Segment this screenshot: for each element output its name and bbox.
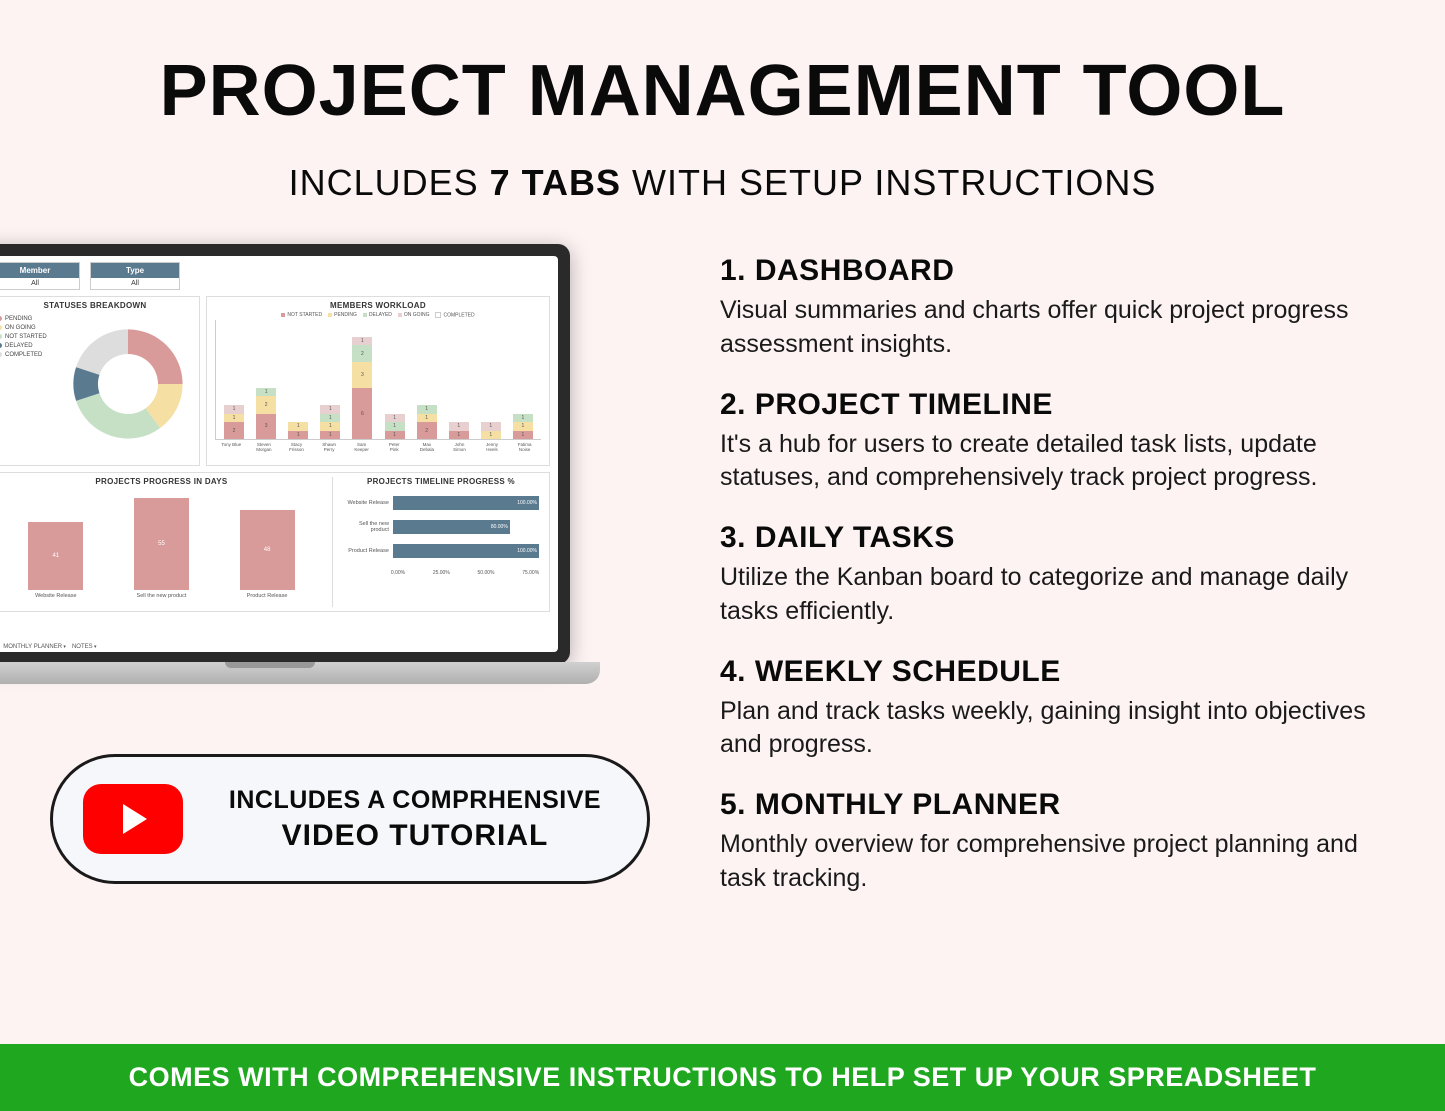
- video-tutorial-pill: INCLUDES A COMPRHENSIVE VIDEO TUTORIAL: [50, 754, 650, 884]
- filter-type: Type All: [90, 262, 180, 290]
- workload-xlabels: Tony BlueSteven MorganStacy FrissonShawn…: [215, 442, 541, 452]
- footer-banner: COMES WITH COMPREHENSIVE INSTRUCTIONS TO…: [0, 1044, 1445, 1111]
- video-text: INCLUDES A COMPRHENSIVE VIDEO TUTORIAL: [213, 786, 617, 853]
- progress-days-card: PROJECTS PROGRESS IN DAYS 415548 Website…: [0, 472, 550, 612]
- legend-notstarted: NOT STARTED: [0, 333, 47, 342]
- timeline-pct-title: PROJECTS TIMELINE PROGRESS %: [337, 477, 545, 486]
- feature-3-desc: Utilize the Kanban board to categorize a…: [720, 561, 1385, 629]
- subtitle: INCLUDES 7 TABS WITH SETUP INSTRUCTIONS: [0, 162, 1445, 204]
- youtube-icon: [83, 784, 183, 854]
- filter-member: Member All: [0, 262, 80, 290]
- donut-title: STATUSES BREAKDOWN: [0, 301, 195, 310]
- filter-member-label: Member: [0, 263, 79, 278]
- workload-chart: 21132111111163211112111111111: [215, 320, 541, 440]
- content-row: Member All Type All STATUSES BREAKDOWN: [0, 244, 1445, 922]
- subtitle-bold: 7 TABS: [490, 162, 621, 203]
- dashboard-grid: STATUSES BREAKDOWN PENDING ON GOING NOT …: [0, 296, 558, 616]
- feature-2-title: 2. PROJECT TIMELINE: [720, 388, 1385, 422]
- laptop-mockup: Member All Type All STATUSES BREAKDOWN: [0, 244, 590, 704]
- legend-pending: PENDING: [0, 315, 47, 324]
- feature-2: 2. PROJECT TIMELINE It's a hub for users…: [720, 388, 1385, 496]
- dashboard-sheet-tabs: LE MONTHLY PLANNER NOTES: [0, 644, 97, 650]
- filter-type-label: Type: [91, 263, 179, 278]
- legend-delayed: DELAYED: [0, 342, 47, 351]
- feature-4: 4. WEEKLY SCHEDULE Plan and track tasks …: [720, 655, 1385, 763]
- legend-ongoing: ON GOING: [0, 324, 47, 333]
- feature-1-title: 1. DASHBOARD: [720, 254, 1385, 288]
- feature-1-desc: Visual summaries and charts offer quick …: [720, 294, 1385, 362]
- workload-card: MEMBERS WORKLOAD NOT STARTED PENDING DEL…: [206, 296, 550, 466]
- progress-days-chart: 415548: [3, 490, 320, 590]
- feature-5: 5. MONTHLY PLANNER Monthly overview for …: [720, 788, 1385, 896]
- filter-member-value: All: [0, 278, 79, 289]
- donut-legend: PENDING ON GOING NOT STARTED DELAYED COM…: [0, 315, 47, 360]
- donut-card: STATUSES BREAKDOWN PENDING ON GOING NOT …: [0, 296, 200, 466]
- sheet-tab-1: MONTHLY PLANNER: [3, 644, 66, 650]
- filter-type-value: All: [91, 278, 179, 289]
- timeline-pct-chart: Website Release100.00%Sell the new produ…: [337, 488, 545, 570]
- feature-1: 1. DASHBOARD Visual summaries and charts…: [720, 254, 1385, 362]
- left-column: Member All Type All STATUSES BREAKDOWN: [0, 244, 680, 922]
- progress-days-xlabels: Website ReleaseSell the new productProdu…: [3, 593, 320, 599]
- feature-2-desc: It's a hub for users to create detailed …: [720, 428, 1385, 496]
- right-column: 1. DASHBOARD Visual summaries and charts…: [680, 244, 1445, 922]
- workload-title: MEMBERS WORKLOAD: [211, 301, 545, 310]
- feature-5-desc: Monthly overview for comprehensive proje…: [720, 828, 1385, 896]
- laptop-base: [0, 662, 600, 684]
- main-title: PROJECT MANAGEMENT TOOL: [0, 0, 1445, 132]
- donut-chart: [63, 319, 193, 449]
- laptop-screen-bezel: Member All Type All STATUSES BREAKDOWN: [0, 244, 570, 664]
- feature-3: 3. DAILY TASKS Utilize the Kanban board …: [720, 521, 1385, 629]
- laptop-display: Member All Type All STATUSES BREAKDOWN: [0, 256, 558, 652]
- subtitle-pre: INCLUDES: [289, 162, 490, 203]
- progress-days-title: PROJECTS PROGRESS IN DAYS: [0, 477, 328, 486]
- legend-completed: COMPLETED: [0, 351, 47, 360]
- feature-4-desc: Plan and track tasks weekly, gaining ins…: [720, 695, 1385, 763]
- subtitle-post: WITH SETUP INSTRUCTIONS: [621, 162, 1156, 203]
- feature-5-title: 5. MONTHLY PLANNER: [720, 788, 1385, 822]
- video-line1: INCLUDES A COMPRHENSIVE: [213, 786, 617, 815]
- wl-ns: NOT STARTED: [281, 312, 322, 318]
- wl-pe: PENDING: [328, 312, 357, 318]
- wl-de: DELAYED: [363, 312, 392, 318]
- wl-co: COMPLETED: [435, 312, 474, 318]
- feature-4-title: 4. WEEKLY SCHEDULE: [720, 655, 1385, 689]
- feature-3-title: 3. DAILY TASKS: [720, 521, 1385, 555]
- workload-legend: NOT STARTED PENDING DELAYED ON GOING COM…: [211, 312, 545, 318]
- video-line2: VIDEO TUTORIAL: [213, 819, 617, 853]
- sheet-tab-2: NOTES: [72, 644, 97, 650]
- wl-og: ON GOING: [398, 312, 430, 318]
- dashboard-filters: Member All Type All: [0, 256, 558, 296]
- timeline-pct-xaxis: 0.00%25.00%50.00%75.00%: [391, 570, 545, 576]
